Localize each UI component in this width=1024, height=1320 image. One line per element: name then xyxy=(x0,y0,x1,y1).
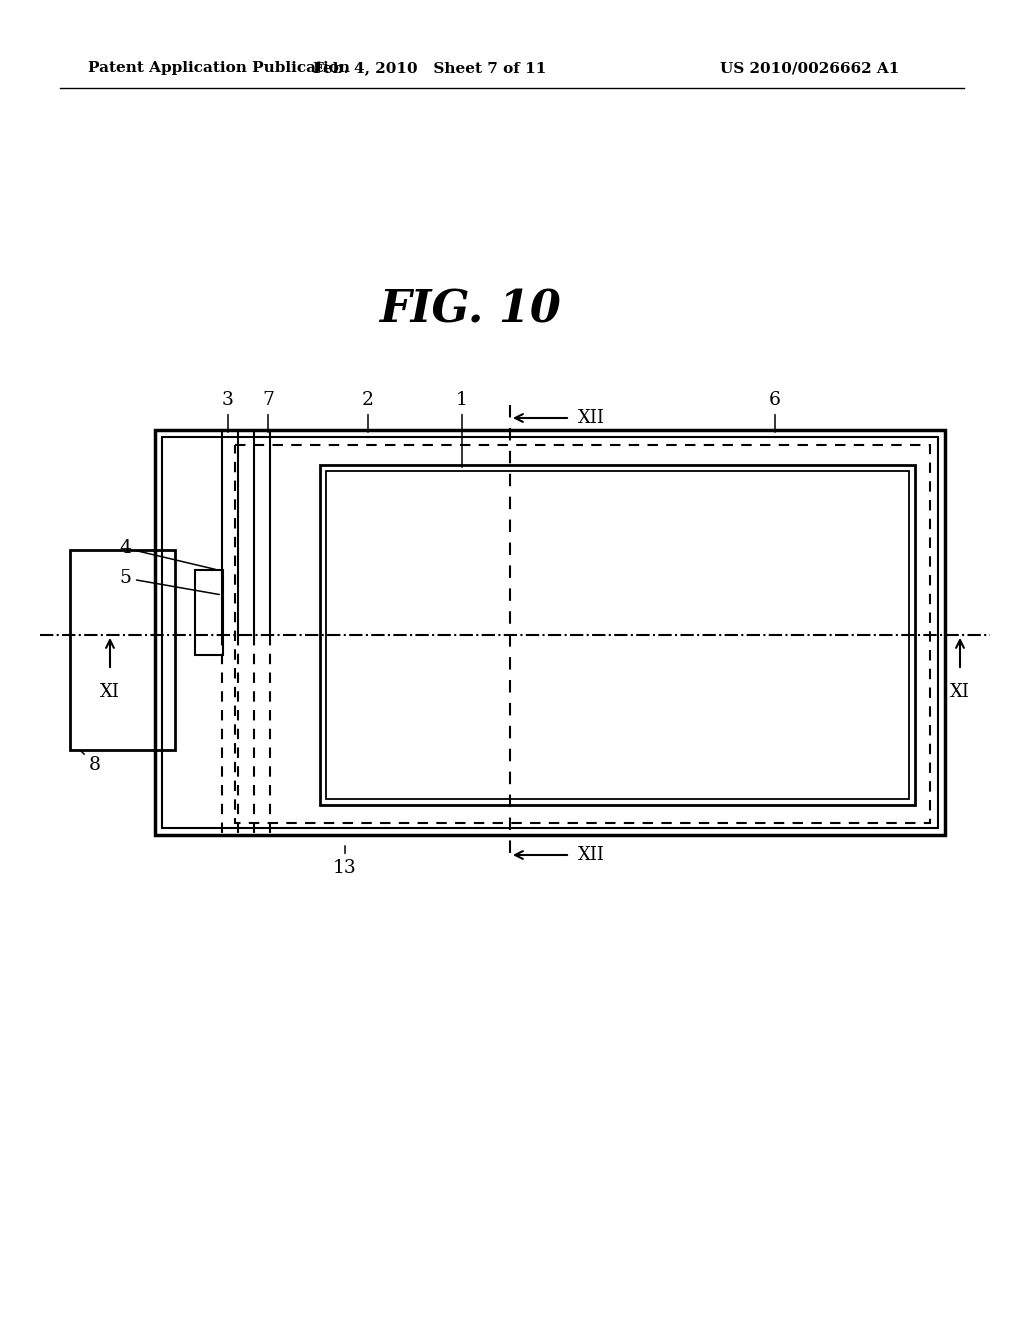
Text: XII: XII xyxy=(578,409,605,426)
Bar xyxy=(162,437,938,828)
Text: US 2010/0026662 A1: US 2010/0026662 A1 xyxy=(720,61,900,75)
Bar xyxy=(326,471,909,799)
Text: 1: 1 xyxy=(456,391,468,467)
Text: 2: 2 xyxy=(362,391,374,432)
Text: XI: XI xyxy=(950,682,970,701)
Text: Feb. 4, 2010   Sheet 7 of 11: Feb. 4, 2010 Sheet 7 of 11 xyxy=(313,61,547,75)
Bar xyxy=(195,570,223,655)
Text: FIG. 10: FIG. 10 xyxy=(379,289,561,331)
Text: 7: 7 xyxy=(262,391,274,432)
Text: Patent Application Publication: Patent Application Publication xyxy=(88,61,350,75)
Text: XII: XII xyxy=(578,846,605,865)
Bar xyxy=(155,430,945,836)
Text: 13: 13 xyxy=(333,846,357,876)
Text: 5: 5 xyxy=(119,569,219,594)
Text: 4: 4 xyxy=(119,539,215,569)
Text: 3: 3 xyxy=(222,391,233,432)
Text: 8: 8 xyxy=(80,750,101,774)
Text: 6: 6 xyxy=(769,391,781,432)
Text: XI: XI xyxy=(100,682,120,701)
Bar xyxy=(234,445,930,822)
Bar xyxy=(319,465,915,805)
Bar xyxy=(70,550,175,750)
